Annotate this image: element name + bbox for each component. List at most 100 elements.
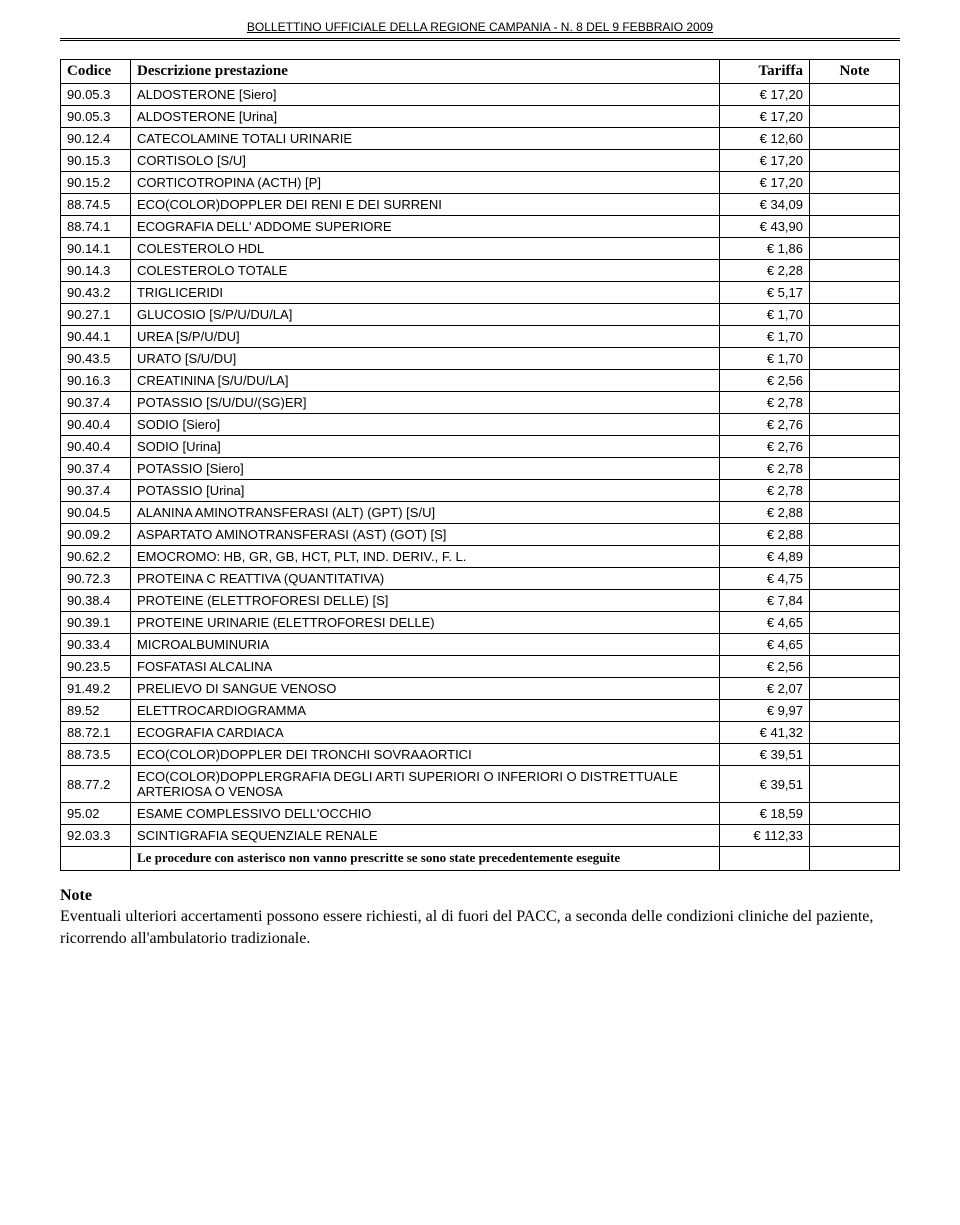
cell-note xyxy=(810,744,900,766)
cell-tariff: € 2,76 xyxy=(720,436,810,458)
table-row: 90.37.4POTASSIO [Siero]€ 2,78 xyxy=(61,458,900,480)
table-row: 90.27.1GLUCOSIO [S/P/U/DU/LA]€ 1,70 xyxy=(61,304,900,326)
cell-code: 90.72.3 xyxy=(61,568,131,590)
cell-desc: COLESTEROLO HDL xyxy=(131,238,720,260)
cell-tariff: € 2,28 xyxy=(720,260,810,282)
cell-code: 90.37.4 xyxy=(61,392,131,414)
table-row: 90.23.5FOSFATASI ALCALINA€ 2,56 xyxy=(61,656,900,678)
table-row: 90.62.2EMOCROMO: HB, GR, GB, HCT, PLT, I… xyxy=(61,546,900,568)
table-row: 91.49.2PRELIEVO DI SANGUE VENOSO€ 2,07 xyxy=(61,678,900,700)
table-row: 90.40.4SODIO [Urina]€ 2,76 xyxy=(61,436,900,458)
table-footer-row: Le procedure con asterisco non vanno pre… xyxy=(61,847,900,871)
cell-tariff: € 43,90 xyxy=(720,216,810,238)
cell-desc: UREA [S/P/U/DU] xyxy=(131,326,720,348)
cell-desc: CREATININA [S/U/DU/LA] xyxy=(131,370,720,392)
cell-note xyxy=(810,436,900,458)
cell-desc: SODIO [Urina] xyxy=(131,436,720,458)
cell-note xyxy=(810,634,900,656)
cell-desc: COLESTEROLO TOTALE xyxy=(131,260,720,282)
cell-desc: CATECOLAMINE TOTALI URINARIE xyxy=(131,128,720,150)
table-row: 88.74.5ECO(COLOR)DOPPLER DEI RENI E DEI … xyxy=(61,194,900,216)
table-row: 88.73.5ECO(COLOR)DOPPLER DEI TRONCHI SOV… xyxy=(61,744,900,766)
cell-desc: ECO(COLOR)DOPPLER DEI RENI E DEI SURRENI xyxy=(131,194,720,216)
table-row: 88.77.2ECO(COLOR)DOPPLERGRAFIA DEGLI ART… xyxy=(61,766,900,803)
cell-desc: ECO(COLOR)DOPPLER DEI TRONCHI SOVRAAORTI… xyxy=(131,744,720,766)
cell-note xyxy=(810,282,900,304)
cell-desc: PROTEINA C REATTIVA (QUANTITATIVA) xyxy=(131,568,720,590)
col-header-note: Note xyxy=(810,60,900,84)
footer-cell-note xyxy=(810,847,900,871)
cell-note xyxy=(810,414,900,436)
cell-note xyxy=(810,150,900,172)
cell-code: 90.09.2 xyxy=(61,524,131,546)
table-row: 90.39.1PROTEINE URINARIE (ELETTROFORESI … xyxy=(61,612,900,634)
cell-code: 90.14.3 xyxy=(61,260,131,282)
cell-tariff: € 2,78 xyxy=(720,458,810,480)
prestazioni-table: Codice Descrizione prestazione Tariffa N… xyxy=(60,59,900,871)
cell-note xyxy=(810,216,900,238)
note-block: Note Eventuali ulteriori accertamenti po… xyxy=(60,885,900,950)
cell-tariff: € 2,88 xyxy=(720,524,810,546)
cell-tariff: € 2,78 xyxy=(720,480,810,502)
cell-note xyxy=(810,326,900,348)
cell-note xyxy=(810,348,900,370)
cell-code: 92.03.3 xyxy=(61,825,131,847)
cell-desc: EMOCROMO: HB, GR, GB, HCT, PLT, IND. DER… xyxy=(131,546,720,568)
cell-code: 90.33.4 xyxy=(61,634,131,656)
table-body: 90.05.3ALDOSTERONE [Siero]€ 17,2090.05.3… xyxy=(61,84,900,871)
cell-tariff: € 17,20 xyxy=(720,106,810,128)
cell-desc: CORTISOLO [S/U] xyxy=(131,150,720,172)
cell-note xyxy=(810,722,900,744)
cell-desc: ESAME COMPLESSIVO DELL'OCCHIO xyxy=(131,803,720,825)
col-header-code: Codice xyxy=(61,60,131,84)
document-header: BOLLETTINO UFFICIALE DELLA REGIONE CAMPA… xyxy=(60,20,900,41)
cell-note xyxy=(810,546,900,568)
cell-tariff: € 7,84 xyxy=(720,590,810,612)
cell-desc: URATO [S/U/DU] xyxy=(131,348,720,370)
note-body: Eventuali ulteriori accertamenti possono… xyxy=(60,908,873,947)
cell-tariff: € 17,20 xyxy=(720,84,810,106)
cell-desc: POTASSIO [Urina] xyxy=(131,480,720,502)
cell-tariff: € 2,78 xyxy=(720,392,810,414)
cell-code: 90.04.5 xyxy=(61,502,131,524)
cell-code: 90.16.3 xyxy=(61,370,131,392)
cell-tariff: € 2,76 xyxy=(720,414,810,436)
table-row: 90.16.3CREATININA [S/U/DU/LA]€ 2,56 xyxy=(61,370,900,392)
cell-code: 90.40.4 xyxy=(61,436,131,458)
cell-tariff: € 2,56 xyxy=(720,370,810,392)
cell-tariff: € 4,65 xyxy=(720,634,810,656)
cell-note xyxy=(810,766,900,803)
cell-note xyxy=(810,194,900,216)
cell-tariff: € 5,17 xyxy=(720,282,810,304)
table-row: 90.04.5ALANINA AMINOTRANSFERASI (ALT) (G… xyxy=(61,502,900,524)
cell-code: 88.72.1 xyxy=(61,722,131,744)
cell-tariff: € 9,97 xyxy=(720,700,810,722)
cell-code: 90.37.4 xyxy=(61,480,131,502)
cell-desc: CORTICOTROPINA (ACTH) [P] xyxy=(131,172,720,194)
table-row: 90.05.3ALDOSTERONE [Siero]€ 17,20 xyxy=(61,84,900,106)
cell-tariff: € 2,88 xyxy=(720,502,810,524)
cell-code: 95.02 xyxy=(61,803,131,825)
table-row: 92.03.3SCINTIGRAFIA SEQUENZIALE RENALE€ … xyxy=(61,825,900,847)
cell-tariff: € 1,86 xyxy=(720,238,810,260)
cell-note xyxy=(810,524,900,546)
table-row: 90.12.4CATECOLAMINE TOTALI URINARIE€ 12,… xyxy=(61,128,900,150)
cell-code: 90.43.5 xyxy=(61,348,131,370)
cell-code: 90.23.5 xyxy=(61,656,131,678)
table-header-row: Codice Descrizione prestazione Tariffa N… xyxy=(61,60,900,84)
table-row: 89.52ELETTROCARDIOGRAMMA€ 9,97 xyxy=(61,700,900,722)
cell-note xyxy=(810,656,900,678)
cell-desc: FOSFATASI ALCALINA xyxy=(131,656,720,678)
cell-tariff: € 2,56 xyxy=(720,656,810,678)
cell-desc: TRIGLICERIDI xyxy=(131,282,720,304)
cell-note xyxy=(810,803,900,825)
cell-desc: ELETTROCARDIOGRAMMA xyxy=(131,700,720,722)
cell-code: 90.27.1 xyxy=(61,304,131,326)
cell-tariff: € 41,32 xyxy=(720,722,810,744)
cell-desc: POTASSIO [S/U/DU/(SG)ER] xyxy=(131,392,720,414)
cell-tariff: € 1,70 xyxy=(720,348,810,370)
cell-tariff: € 4,65 xyxy=(720,612,810,634)
cell-desc: PROTEINE (ELETTROFORESI DELLE) [S] xyxy=(131,590,720,612)
cell-code: 90.15.3 xyxy=(61,150,131,172)
cell-tariff: € 1,70 xyxy=(720,326,810,348)
